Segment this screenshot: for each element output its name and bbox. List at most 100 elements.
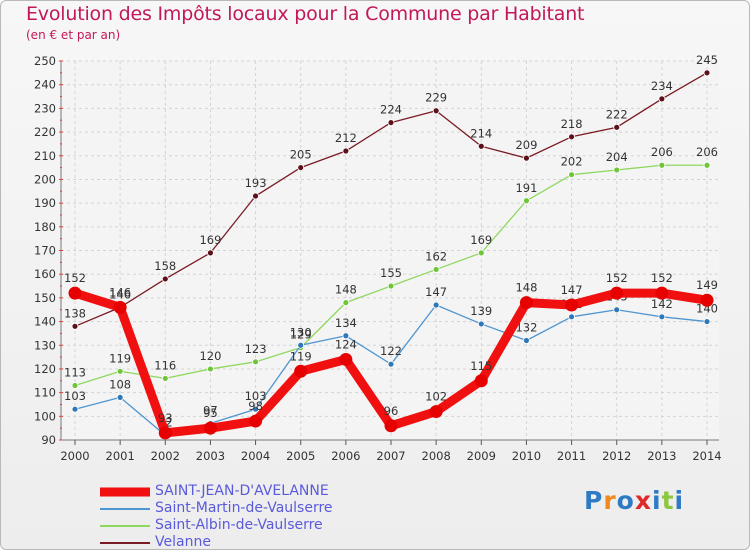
legend-label: Velanne <box>155 534 211 550</box>
legend-swatch <box>100 524 150 527</box>
data-label: 113 <box>64 366 86 380</box>
data-label: 95 <box>203 406 218 420</box>
data-point <box>158 426 172 440</box>
y-tick-label: 170 <box>34 244 56 258</box>
data-point <box>387 119 395 126</box>
data-label: 169 <box>470 233 492 247</box>
x-tick-label: 2002 <box>151 449 180 463</box>
data-point <box>429 405 443 419</box>
data-point <box>568 171 575 179</box>
data-point <box>116 367 124 375</box>
y-tick-label: 230 <box>34 101 56 115</box>
data-label: 222 <box>606 107 628 121</box>
data-point <box>523 154 530 162</box>
data-label: 148 <box>335 283 357 297</box>
data-label: 134 <box>335 316 357 330</box>
data-label: 162 <box>425 249 447 263</box>
data-point <box>297 164 305 171</box>
data-label: 229 <box>425 91 447 105</box>
logo-letter: o <box>616 486 635 515</box>
y-tick-label: 210 <box>34 149 56 163</box>
y-tick-label: 130 <box>34 338 56 352</box>
legend-label: Saint-Albin-de-Vaulserre <box>155 517 323 533</box>
data-label: 202 <box>561 155 583 169</box>
data-label: 119 <box>290 349 312 363</box>
data-label: 124 <box>335 337 357 351</box>
logo-letter: i <box>674 486 685 515</box>
data-point <box>703 69 711 77</box>
data-point <box>474 374 488 388</box>
data-label: 218 <box>561 117 583 131</box>
data-label: 115 <box>470 359 492 373</box>
data-point <box>387 360 395 368</box>
data-point <box>568 133 575 141</box>
data-label: 130 <box>290 325 312 339</box>
data-label: 98 <box>248 399 263 413</box>
y-tick-label: 120 <box>34 362 56 376</box>
data-point <box>658 161 666 169</box>
data-point <box>613 123 621 131</box>
x-tick-label: 2006 <box>331 449 360 463</box>
data-point <box>655 286 669 300</box>
y-tick-label: 150 <box>34 291 56 305</box>
legend-item: SAINT-JEAN-D'AVELANNE <box>100 483 333 500</box>
data-label: 169 <box>199 233 221 247</box>
chart-legend: SAINT-JEAN-D'AVELANNE Saint-Martin-de-Vau… <box>100 483 333 551</box>
legend-item: Velanne <box>100 534 333 551</box>
data-label: 108 <box>109 377 131 391</box>
data-label: 209 <box>515 138 537 152</box>
chart-subtitle: (en € et par an) <box>26 28 121 42</box>
x-tick-label: 2010 <box>512 449 541 463</box>
logo-letter: P <box>584 486 604 515</box>
data-point <box>384 419 398 433</box>
data-point <box>71 322 79 330</box>
y-tick-label: 200 <box>34 172 56 186</box>
data-point <box>161 275 169 283</box>
legend-swatch <box>100 487 150 496</box>
proxiti-logo: Proxiti <box>584 486 684 515</box>
data-label: 96 <box>384 404 399 418</box>
data-point <box>658 313 666 321</box>
data-label: 93 <box>158 411 173 425</box>
data-label: 212 <box>335 131 357 145</box>
y-tick-label: 180 <box>34 220 56 234</box>
data-label: 119 <box>109 351 131 365</box>
data-label: 152 <box>606 271 628 285</box>
y-tick-label: 160 <box>34 267 56 281</box>
data-point <box>432 301 440 309</box>
data-point <box>113 300 127 314</box>
x-tick-label: 2011 <box>557 449 586 463</box>
data-point <box>342 299 350 307</box>
data-label: 206 <box>696 145 718 159</box>
data-point <box>613 166 621 174</box>
data-label: 148 <box>515 281 537 295</box>
legend-label: SAINT-JEAN-D'AVELANNE <box>155 483 329 499</box>
data-label: 103 <box>245 389 267 403</box>
data-point <box>71 405 79 413</box>
x-tick-label: 2000 <box>60 449 89 463</box>
data-point <box>207 365 214 373</box>
y-tick-label: 100 <box>34 409 56 423</box>
data-point <box>252 358 259 366</box>
data-point <box>477 249 485 257</box>
data-label: 120 <box>199 349 221 363</box>
data-label: 123 <box>245 342 267 356</box>
data-point <box>252 192 259 200</box>
x-tick-label: 2001 <box>106 449 135 463</box>
x-tick-label: 2014 <box>692 449 721 463</box>
data-point <box>387 282 395 290</box>
data-point <box>477 320 485 328</box>
chart-title: Evolution des Impôts locaux pour la Comm… <box>26 3 585 25</box>
data-point <box>297 341 305 349</box>
data-label: 214 <box>470 126 492 140</box>
data-label: 142 <box>651 297 673 311</box>
legend-label: Saint-Martin-de-Vaulserre <box>155 500 333 516</box>
data-label: 155 <box>380 266 402 280</box>
x-tick-label: 2008 <box>422 449 451 463</box>
data-label: 139 <box>470 304 492 318</box>
x-tick-label: 2007 <box>376 449 405 463</box>
data-point <box>703 318 711 325</box>
data-point <box>613 306 621 314</box>
data-label: 152 <box>64 271 86 285</box>
data-label: 191 <box>515 181 537 195</box>
